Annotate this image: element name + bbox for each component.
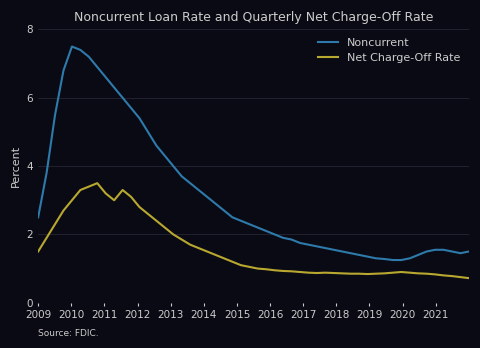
Line: Net Charge-Off Rate: Net Charge-Off Rate bbox=[38, 183, 469, 278]
Net Charge-Off Rate bbox=[441, 273, 446, 277]
Noncurrent bbox=[390, 258, 396, 262]
Title: Noncurrent Loan Rate and Quarterly Net Charge-Off Rate: Noncurrent Loan Rate and Quarterly Net C… bbox=[74, 11, 433, 24]
Net Charge-Off Rate bbox=[196, 246, 202, 250]
Noncurrent bbox=[466, 250, 472, 254]
Noncurrent bbox=[196, 188, 202, 192]
Noncurrent bbox=[306, 243, 312, 247]
Noncurrent bbox=[323, 246, 328, 250]
Line: Noncurrent: Noncurrent bbox=[38, 47, 469, 260]
Noncurrent bbox=[246, 222, 252, 226]
Net Charge-Off Rate bbox=[466, 276, 472, 280]
Y-axis label: Percent: Percent bbox=[11, 145, 21, 187]
Net Charge-Off Rate bbox=[323, 271, 328, 275]
Net Charge-Off Rate bbox=[69, 198, 75, 202]
Noncurrent bbox=[272, 232, 277, 237]
Text: Source: FDIC.: Source: FDIC. bbox=[38, 329, 99, 338]
Legend: Noncurrent, Net Charge-Off Rate: Noncurrent, Net Charge-Off Rate bbox=[314, 35, 463, 66]
Net Charge-Off Rate bbox=[246, 265, 252, 269]
Noncurrent bbox=[69, 45, 75, 49]
Noncurrent bbox=[35, 215, 41, 220]
Net Charge-Off Rate bbox=[35, 250, 41, 254]
Net Charge-Off Rate bbox=[306, 271, 312, 275]
Net Charge-Off Rate bbox=[95, 181, 100, 185]
Noncurrent bbox=[77, 48, 83, 52]
